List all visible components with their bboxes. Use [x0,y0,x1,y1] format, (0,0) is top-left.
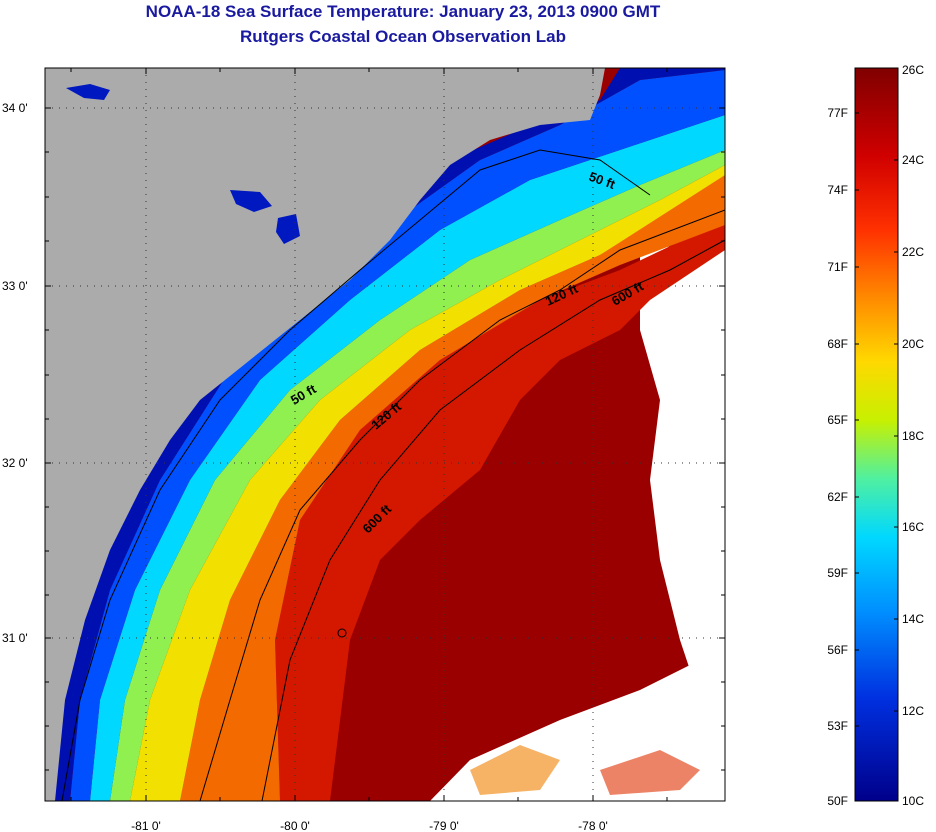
cbar-label-59f: 59F [827,566,848,580]
sst-orange-band [180,170,725,801]
lat-tick-marks [45,107,725,771]
colorbar-celsius-ticks [894,67,898,802]
land-mass [45,68,605,801]
cbar-label-62f: 62F [827,490,848,504]
cbar-label-71f: 71F [827,260,848,274]
lake-moultrie [276,214,300,244]
cbar-label-74f: 74F [827,183,848,197]
contour-50ft [61,149,651,801]
contour-120ft [199,209,725,801]
cbar-label-77f: 77F [827,106,848,120]
warm-patch-southeast [600,750,700,795]
colorbar-fahrenheit-ticks [855,112,859,802]
cloud-area-east [640,240,725,700]
cbar-label-68f: 68F [827,337,848,351]
lon-label-81: -81 0' [131,819,161,832]
contour-circle [337,628,347,638]
cbar-label-12c: 12C [902,704,924,718]
warm-patch-south [470,745,560,795]
lon-label-78: -78 0' [578,819,608,832]
lat-label-34: 34 0' [2,101,28,115]
sst-map [45,68,725,801]
colorbar [854,67,899,802]
lat-label-33: 33 0' [2,279,28,293]
map-frame [44,67,726,802]
sst-green-band [110,150,725,801]
cbar-label-56f: 56F [827,643,848,657]
lat-label-31: 31 0' [2,631,28,645]
lat-label-32: 32 0' [2,456,28,470]
sst-cyan-band [90,115,725,801]
cbar-label-65f: 65F [827,413,848,427]
cbar-label-26c: 26C [902,63,924,77]
map-title: NOAA-18 Sea Surface Temperature: January… [145,2,661,21]
cbar-label-22c: 22C [902,245,924,259]
sst-blue-band [70,70,725,801]
lon-label-80: -80 0' [280,819,310,832]
cbar-label-16c: 16C [902,520,924,534]
cbar-label-50f: 50F [827,794,848,808]
map-subtitle: Rutgers Coastal Ocean Observation Lab [240,27,566,46]
sst-red-band [275,220,725,801]
cbar-label-24c: 24C [902,153,924,167]
cbar-label-18c: 18C [902,429,924,443]
cbar-label-10c: 10C [902,794,924,808]
lake-north [66,84,110,100]
cbar-label-14c: 14C [902,612,924,626]
lon-tick-marks [70,68,668,801]
sst-yellow-band [130,165,725,801]
lon-label-79: -79 0' [429,819,459,832]
lake-marion [230,190,272,212]
cbar-label-20c: 20C [902,337,924,351]
cbar-label-53f: 53F [827,719,848,733]
contour-600ft [261,239,725,801]
